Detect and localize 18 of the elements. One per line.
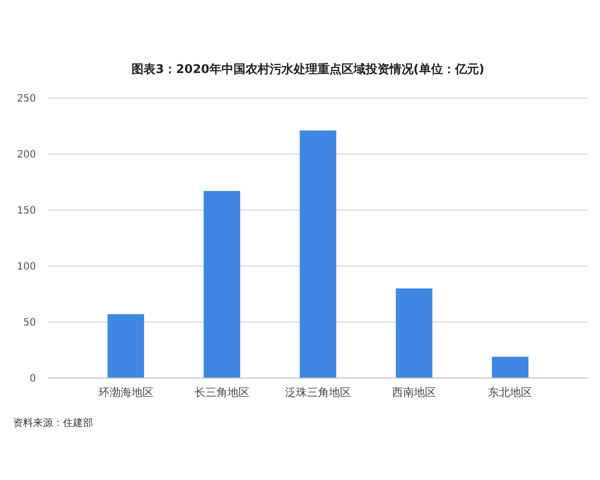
y-tick-label: 0 [30, 374, 36, 384]
bar [396, 288, 432, 378]
bar [492, 356, 528, 378]
y-tick-label: 200 [16, 150, 36, 160]
y-tick-label: 50 [23, 318, 36, 328]
bar [204, 190, 240, 378]
x-tick-label: 环渤海地区 [98, 386, 154, 399]
bar [300, 130, 336, 378]
y-tick-label: 100 [16, 262, 36, 272]
x-tick-label: 东北地区 [488, 386, 532, 399]
y-tick-label: 250 [16, 94, 36, 104]
bar [108, 314, 144, 378]
x-tick-label: 长三角地区 [194, 386, 250, 399]
y-tick-label: 150 [16, 206, 36, 216]
text: 资料来源：住建部 [13, 417, 93, 429]
x-tick-label: 泛珠三角地区 [285, 386, 351, 399]
chart-title: 图表3：2020年中国农村污水处理重点区域投资情况(单位：亿元) [132, 62, 484, 76]
x-tick-label: 西南地区 [392, 386, 436, 399]
